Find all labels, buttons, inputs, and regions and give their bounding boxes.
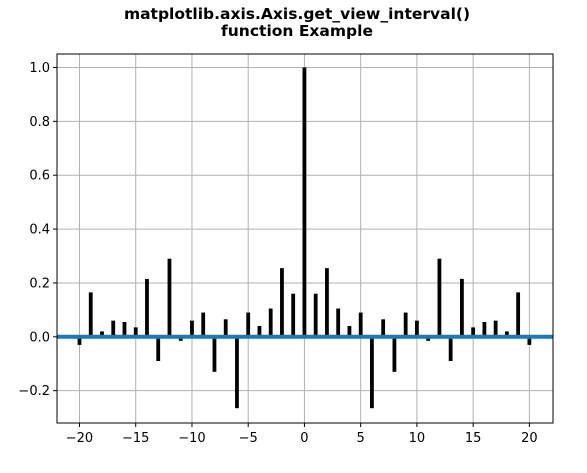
bar xyxy=(516,292,521,337)
x-tick-label: 10 xyxy=(409,431,426,446)
bar xyxy=(381,319,386,337)
y-ticks: −0.2 0.0 0.2 0.4 0.6 0.8 1.0 xyxy=(18,61,57,399)
bar xyxy=(77,336,82,345)
x-tick-label: −5 xyxy=(239,431,258,446)
bar xyxy=(370,336,374,409)
bar xyxy=(212,336,217,372)
x-tick-label: −20 xyxy=(66,431,93,446)
bar xyxy=(201,312,206,337)
bar xyxy=(358,312,363,337)
x-tick-label: 15 xyxy=(465,431,482,446)
bar xyxy=(313,293,318,337)
bar xyxy=(448,336,453,362)
bar xyxy=(347,326,352,337)
x-tick-label: −15 xyxy=(122,431,149,446)
x-ticks: −20 −15 −10 −5 0 5 10 15 20 xyxy=(66,423,538,446)
bar xyxy=(167,258,172,337)
y-tick-label: −0.2 xyxy=(18,384,50,399)
bar xyxy=(246,312,251,337)
bar xyxy=(459,278,464,337)
y-tick-label: 0.4 xyxy=(29,223,50,238)
x-tick-label: −10 xyxy=(178,431,205,446)
bar xyxy=(268,308,273,337)
bar xyxy=(504,331,509,337)
y-tick-label: 0.8 xyxy=(29,115,50,130)
bar xyxy=(156,336,161,362)
bar xyxy=(291,293,296,337)
bar xyxy=(100,331,104,337)
bar xyxy=(302,67,307,337)
chart-subtitle: function Example xyxy=(221,22,373,40)
bar xyxy=(280,268,284,337)
bar xyxy=(257,326,262,337)
bar xyxy=(325,268,329,337)
bar xyxy=(145,278,149,337)
chart-title: matplotlib.axis.Axis.get_view_interval() xyxy=(124,5,470,23)
bar xyxy=(471,327,476,337)
bar xyxy=(403,312,408,337)
bar xyxy=(426,336,431,341)
bar xyxy=(111,320,116,337)
bar xyxy=(336,308,341,337)
bar xyxy=(133,327,138,337)
x-tick-label: 20 xyxy=(521,431,538,446)
bar xyxy=(190,320,194,337)
bar xyxy=(415,320,419,337)
y-tick-label: 0.2 xyxy=(29,276,50,291)
bar xyxy=(527,336,532,345)
y-tick-label: 1.0 xyxy=(29,61,50,76)
y-tick-label: 0.0 xyxy=(29,330,50,345)
bar xyxy=(223,319,228,337)
bar xyxy=(482,321,487,337)
x-tick-label: 0 xyxy=(300,431,308,446)
bar xyxy=(493,320,498,337)
bar xyxy=(178,336,183,341)
bar xyxy=(392,336,397,372)
y-tick-label: 0.6 xyxy=(29,169,50,184)
bar xyxy=(122,321,127,337)
bar xyxy=(437,258,442,337)
bars xyxy=(77,67,532,409)
plot-frame xyxy=(56,53,554,424)
bar xyxy=(88,292,93,337)
bar xyxy=(235,336,239,409)
x-tick-label: 5 xyxy=(357,431,365,446)
